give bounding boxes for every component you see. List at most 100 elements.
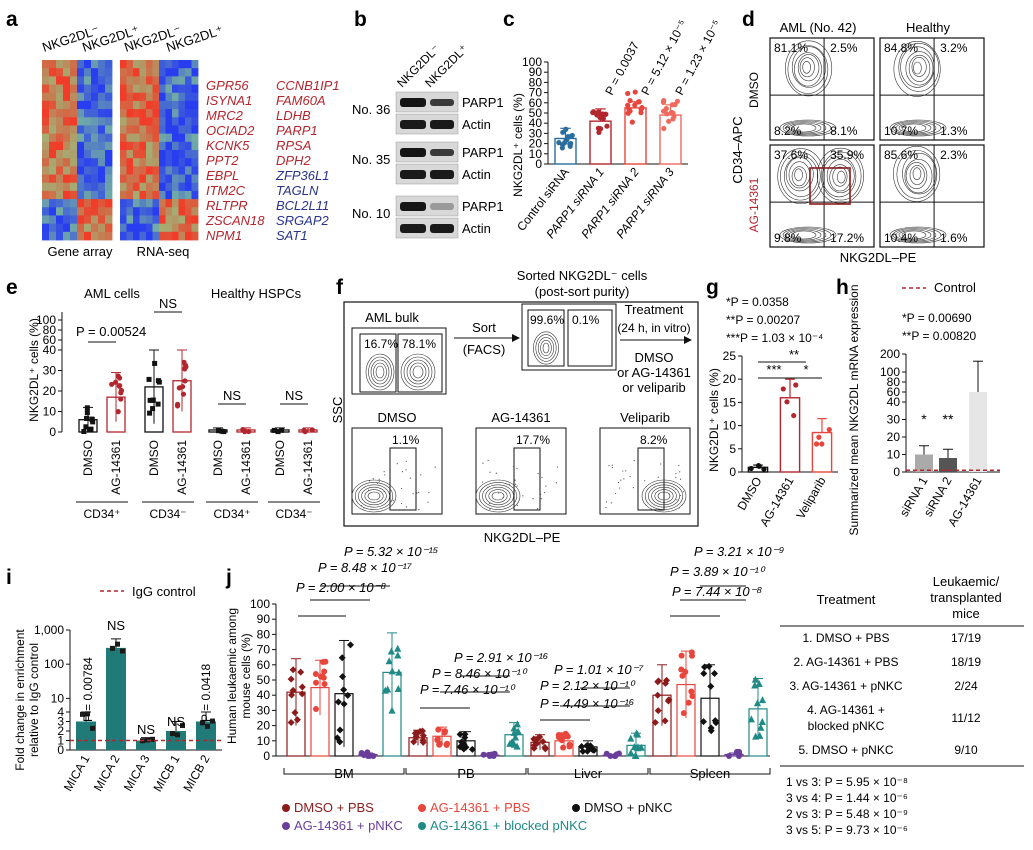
- quadrant-value: 81.1%: [774, 41, 808, 55]
- contour-line: [896, 150, 938, 199]
- heatmap-cell: [133, 125, 140, 135]
- heatmap-cell: [98, 125, 106, 135]
- data-point: [816, 434, 822, 440]
- ns-label: NS: [167, 714, 185, 729]
- scatter-dot: [376, 482, 379, 484]
- j-pvalue: P = 8.46 × 10⁻¹⁰: [432, 666, 528, 681]
- data-point: [182, 362, 189, 369]
- heatmap-cell: [84, 133, 92, 143]
- scatter-dot: [629, 475, 631, 478]
- y-tick-label: 0: [893, 465, 900, 479]
- data-point: [813, 441, 820, 447]
- x-tick-label: MICB 2: [180, 752, 212, 794]
- heatmap-cell: [152, 223, 160, 233]
- heatmap-cell: [139, 117, 147, 126]
- b-band-label: PARP1: [462, 95, 504, 110]
- scatter-dot: [416, 492, 418, 494]
- heatmap-cell: [146, 174, 153, 184]
- data-point: [444, 740, 451, 747]
- heatmap-cell: [98, 60, 106, 69]
- a-gene-list: GPR56ISYNA1MRC2OCIAD2KCNK5PPT2EBPLITM2CR…: [205, 78, 340, 243]
- heatmap-cell: [159, 166, 166, 175]
- heatmap-cell: [63, 199, 71, 208]
- heatmap-cell: [120, 231, 127, 241]
- heatmap-cell: [77, 117, 85, 126]
- heatmap-cell: [91, 109, 99, 118]
- contour-line: [783, 155, 819, 197]
- panel-label-a: a: [6, 8, 18, 31]
- heatmap-cell: [120, 109, 127, 118]
- heatmap-cell: [185, 68, 192, 77]
- data-point: [595, 125, 602, 131]
- scatter-dot: [644, 480, 646, 482]
- heatmap-cell: [91, 199, 99, 208]
- scatter-dot: [610, 502, 612, 504]
- y-tick-label: 90: [257, 612, 271, 626]
- data-point: [539, 738, 547, 746]
- heatmap-cell: [84, 60, 92, 69]
- heatmap-cell: [126, 190, 134, 200]
- heatmap-cell: [139, 150, 147, 159]
- heatmap-cell: [84, 215, 92, 225]
- heatmap-cell: [49, 207, 57, 216]
- quadrant-value: 85.6%: [884, 148, 918, 162]
- scatter-dot: [372, 478, 374, 480]
- contour-line: [657, 491, 671, 501]
- data-point: [170, 731, 175, 737]
- heatmap-cell: [120, 60, 127, 69]
- heatmap-cell: [98, 207, 106, 216]
- i-legend: IgG control: [132, 584, 196, 599]
- heatmap-cell: [70, 60, 78, 69]
- heatmap-cell: [70, 215, 78, 225]
- heatmap-cell: [165, 92, 173, 102]
- contour-line: [898, 122, 932, 134]
- heatmap-cell: [126, 92, 134, 102]
- arrow-head: [512, 334, 520, 342]
- heatmap-cell: [165, 158, 173, 167]
- heatmap-cell: [178, 207, 186, 216]
- heatmap-cell: [77, 215, 85, 225]
- heatmap-cell: [178, 92, 186, 102]
- d-row-label: AG-14361: [747, 177, 761, 232]
- data-point: [150, 406, 156, 412]
- heatmap-cell: [159, 190, 166, 200]
- panel-label-h: h: [836, 276, 849, 299]
- heatmap-cell: [139, 223, 147, 233]
- y-tick-label: 15: [723, 395, 737, 409]
- contour-line: [799, 57, 815, 78]
- heatmap-cell: [77, 199, 85, 208]
- scatter-dot: [405, 469, 407, 471]
- gene-label: LDHB: [276, 108, 311, 123]
- heatmap-cell: [165, 100, 173, 110]
- scatter-dot: [427, 501, 429, 503]
- heatmap-cell: [42, 158, 50, 167]
- heatmap-cell: [56, 190, 64, 200]
- heatmap-cell: [63, 223, 71, 233]
- data-point: [685, 699, 692, 706]
- data-point: [152, 360, 158, 366]
- heatmap-cell: [49, 215, 57, 225]
- scatter-dot: [622, 470, 624, 472]
- data-point: [287, 675, 295, 683]
- quadrant-value: 2.3%: [940, 148, 968, 162]
- data-point: [664, 111, 670, 117]
- scatter-dot: [675, 488, 677, 490]
- heatmap-cell: [63, 125, 71, 135]
- heatmap-cell: [42, 223, 50, 233]
- heatmap-cell: [84, 182, 92, 192]
- j-ylabel: Human leukaemic among: [225, 608, 239, 744]
- data-point: [150, 397, 156, 403]
- heatmap-cell: [49, 223, 57, 233]
- legend-marker: [418, 804, 426, 812]
- data-point: [115, 641, 120, 647]
- heatmap-cell: [126, 133, 134, 143]
- heatmap-cell: [98, 182, 106, 192]
- heatmap-cell: [70, 182, 78, 192]
- heatmap-cell: [152, 231, 160, 241]
- y-tick-label: 10: [43, 405, 57, 419]
- heatmap-cell: [152, 166, 160, 175]
- heatmap-cell: [126, 207, 134, 216]
- scatter-dot: [532, 498, 534, 500]
- scatter-dot: [369, 492, 371, 494]
